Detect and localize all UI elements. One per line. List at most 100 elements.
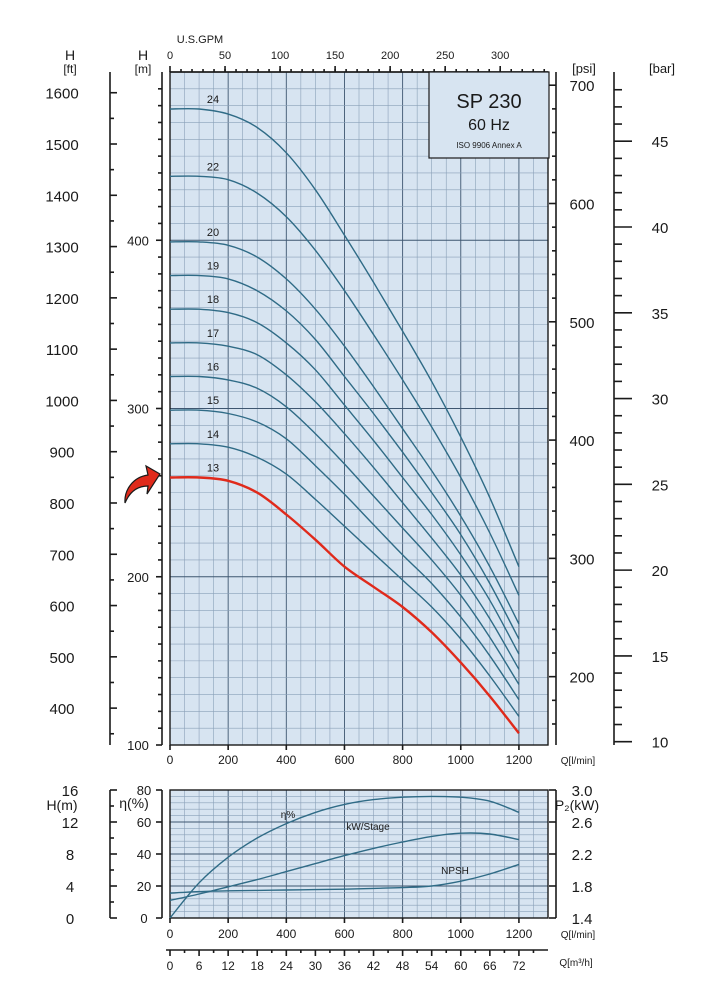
h-ft-tick-label-500: 500 — [49, 650, 74, 667]
h-ft-tick-label-1100: 1100 — [46, 342, 78, 359]
h-m-tick-label-100: 100 — [127, 738, 149, 753]
q-axis-label: Q[l/min] — [561, 756, 596, 767]
q-tick-label-600: 600 — [334, 753, 354, 767]
q-axis-label: Q[l/min] — [561, 930, 596, 941]
gpm-axis-label: U.S.GPM — [177, 34, 223, 46]
chart-title-standard: ISO 9906 Annex A — [456, 141, 522, 150]
highlight-arrow-icon — [124, 464, 161, 504]
stage-label-14: 14 — [207, 429, 219, 441]
stage-label-24: 24 — [207, 94, 219, 106]
psi-tick-label-500: 500 — [569, 315, 594, 332]
m3h-tick-label-6: 6 — [196, 959, 203, 973]
m3h-tick-label-54: 54 — [425, 959, 439, 973]
chart-title-frequency: 60 Hz — [468, 117, 510, 134]
q-tick-label-200: 200 — [218, 753, 238, 767]
stage-label-20: 20 — [207, 227, 219, 239]
p2-tick-label-1.8: 1.8 — [572, 879, 593, 896]
bar-axis-label: [bar] — [649, 61, 675, 76]
eta-tick-label-60: 60 — [137, 815, 151, 830]
h-m-axis-letter: H — [138, 47, 148, 63]
h-m-axis-unit: [m] — [135, 62, 152, 76]
stage-label-19: 19 — [207, 261, 219, 273]
stage-label-15: 15 — [207, 395, 219, 407]
head-curve-19 — [169, 274, 520, 640]
bar-tick-label-45: 45 — [652, 134, 669, 151]
h-ft-tick-label-1000: 1000 — [45, 393, 78, 410]
gpm-tick-label-150: 150 — [326, 50, 344, 62]
q-tick-label-1000: 1000 — [447, 753, 474, 767]
bar-tick-label-40: 40 — [652, 220, 669, 237]
psi-tick-label-600: 600 — [569, 196, 594, 213]
q-tick-label-400: 400 — [276, 753, 296, 767]
q-tick-label-800: 800 — [393, 753, 413, 767]
m3h-tick-label-42: 42 — [367, 959, 381, 973]
m3h-tick-label-66: 66 — [483, 959, 497, 973]
bar-tick-label-25: 25 — [652, 477, 669, 494]
h-ft-tick-label-700: 700 — [49, 547, 74, 564]
bar-tick-label-30: 30 — [652, 392, 669, 409]
q-tick-label-200: 200 — [218, 927, 238, 941]
chart-title-model: SP 230 — [456, 91, 521, 113]
stage-label-17: 17 — [207, 328, 219, 340]
stage-label-22: 22 — [207, 161, 219, 173]
eta-tick-label-0: 0 — [140, 911, 147, 926]
q-tick-label-800: 800 — [393, 927, 413, 941]
stage-label-18: 18 — [207, 294, 219, 306]
q-tick-label-1200: 1200 — [506, 753, 533, 767]
npsh-h-tick-label-16: 16 — [62, 783, 79, 800]
m3h-tick-label-12: 12 — [221, 959, 235, 973]
bar-tick-label-10: 10 — [652, 735, 669, 752]
h-ft-tick-label-1400: 1400 — [45, 188, 78, 205]
npsh-h-tick-label-0: 0 — [66, 911, 74, 928]
head-curve-24 — [169, 107, 520, 567]
eta-axis-label: η(%) — [119, 795, 149, 811]
h-m-tick-label-400: 400 — [127, 233, 149, 248]
q-tick-label-400: 400 — [276, 927, 296, 941]
curve-npsh — [169, 863, 520, 894]
gpm-tick-label-100: 100 — [271, 50, 289, 62]
q-tick-label-0: 0 — [167, 753, 174, 767]
npsh-h-tick-label-12: 12 — [62, 815, 79, 832]
h-ft-axis-letter: H — [65, 47, 75, 63]
head-curve-18 — [169, 308, 520, 655]
h-ft-tick-label-1500: 1500 — [45, 137, 78, 154]
stage-label-13: 13 — [207, 462, 219, 474]
gpm-tick-label-300: 300 — [491, 50, 509, 62]
curve-label-kw-stage: kW/Stage — [346, 822, 390, 833]
p2-tick-label-3.0: 3.0 — [572, 783, 593, 800]
psi-tick-label-200: 200 — [569, 670, 594, 687]
h-ft-tick-label-1300: 1300 — [45, 240, 78, 257]
m3h-tick-label-36: 36 — [338, 959, 352, 973]
bar-tick-label-35: 35 — [652, 306, 669, 323]
gpm-tick-label-200: 200 — [381, 50, 399, 62]
m3h-axis-label: Q[m³/h] — [559, 958, 593, 969]
q-tick-label-0: 0 — [167, 927, 174, 941]
psi-tick-label-300: 300 — [569, 551, 594, 568]
psi-axis-label: [psi] — [572, 61, 596, 76]
head-curve-20 — [169, 240, 520, 625]
eta-tick-label-40: 40 — [137, 847, 151, 862]
curve-label-npsh: NPSH — [441, 866, 469, 877]
m3h-tick-label-72: 72 — [512, 959, 526, 973]
head-curve-14 — [169, 442, 520, 717]
m3h-tick-label-24: 24 — [280, 959, 294, 973]
npsh-h-tick-label-8: 8 — [66, 847, 74, 864]
m3h-tick-label-18: 18 — [251, 959, 265, 973]
h-ft-tick-label-800: 800 — [49, 496, 74, 513]
h-ft-tick-label-1600: 1600 — [45, 86, 78, 103]
h-ft-tick-label-1200: 1200 — [45, 291, 78, 308]
h-m-tick-label-200: 200 — [127, 570, 149, 585]
psi-tick-label-700: 700 — [569, 78, 594, 95]
bar-tick-label-15: 15 — [652, 649, 669, 666]
bar-tick-label-20: 20 — [652, 563, 669, 580]
npsh-h-tick-label-4: 4 — [66, 879, 74, 896]
q-tick-label-1000: 1000 — [447, 927, 474, 941]
m3h-tick-label-0: 0 — [167, 959, 174, 973]
p2-tick-label-2.6: 2.6 — [572, 815, 593, 832]
head-curve-22 — [169, 175, 520, 596]
eff-plot-frame — [169, 789, 549, 919]
h-ft-axis-unit: [ft] — [63, 62, 76, 76]
curve-label-eta: η% — [281, 810, 296, 821]
gpm-tick-label-0: 0 — [167, 50, 173, 62]
